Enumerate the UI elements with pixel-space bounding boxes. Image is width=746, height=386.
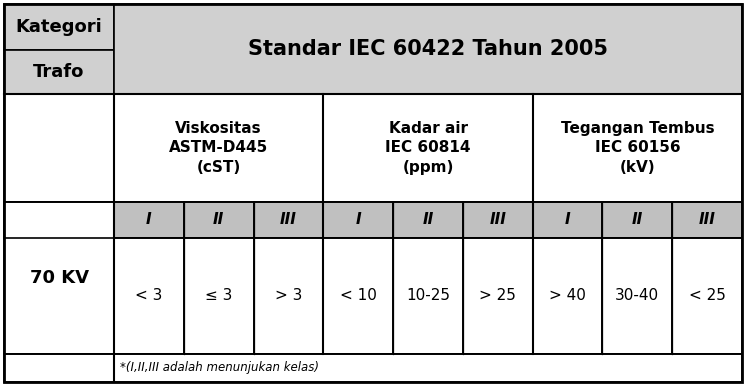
Bar xyxy=(603,238,672,354)
Bar xyxy=(323,94,533,202)
Text: II: II xyxy=(632,213,643,227)
Bar xyxy=(254,238,323,354)
Bar xyxy=(4,202,114,354)
Text: ≤ 3: ≤ 3 xyxy=(205,288,232,303)
Bar xyxy=(533,94,742,202)
Bar xyxy=(323,202,393,238)
Text: > 3: > 3 xyxy=(275,288,302,303)
Bar xyxy=(672,238,742,354)
Text: Standar IEC 60422 Tahun 2005: Standar IEC 60422 Tahun 2005 xyxy=(248,39,608,59)
Bar xyxy=(393,202,463,238)
Bar xyxy=(114,94,323,202)
Bar xyxy=(114,202,184,238)
Text: > 40: > 40 xyxy=(549,288,586,303)
Bar xyxy=(4,202,114,238)
Bar xyxy=(603,202,672,238)
Bar xyxy=(463,202,533,238)
Bar xyxy=(254,202,323,238)
Bar xyxy=(114,354,742,382)
Text: Tegangan Tembus
IEC 60156
(kV): Tegangan Tembus IEC 60156 (kV) xyxy=(560,121,714,175)
Text: *(I,II,III adalah menunjukan kelas): *(I,II,III adalah menunjukan kelas) xyxy=(120,362,319,374)
Text: I: I xyxy=(355,213,361,227)
Bar xyxy=(323,238,393,354)
Bar xyxy=(4,354,114,382)
Text: < 25: < 25 xyxy=(689,288,726,303)
Bar xyxy=(463,238,533,354)
Bar xyxy=(393,238,463,354)
Text: 70 KV: 70 KV xyxy=(30,269,89,287)
Text: < 10: < 10 xyxy=(339,288,377,303)
Text: 30-40: 30-40 xyxy=(615,288,659,303)
Text: Trafo: Trafo xyxy=(34,63,85,81)
Bar xyxy=(672,202,742,238)
Bar xyxy=(114,4,742,94)
Text: III: III xyxy=(280,213,297,227)
Text: > 25: > 25 xyxy=(480,288,516,303)
Bar xyxy=(533,238,603,354)
Text: I: I xyxy=(146,213,151,227)
Text: II: II xyxy=(213,213,225,227)
Bar xyxy=(184,238,254,354)
Text: III: III xyxy=(489,213,507,227)
Text: III: III xyxy=(699,213,715,227)
Bar xyxy=(4,94,114,202)
Text: II: II xyxy=(422,213,433,227)
Text: < 3: < 3 xyxy=(135,288,163,303)
Bar xyxy=(184,202,254,238)
Text: Viskositas
ASTM-D445
(cST): Viskositas ASTM-D445 (cST) xyxy=(169,121,269,175)
Text: 10-25: 10-25 xyxy=(406,288,450,303)
Text: Kategori: Kategori xyxy=(16,18,102,36)
Bar xyxy=(533,202,603,238)
Text: Kadar air
IEC 60814
(ppm): Kadar air IEC 60814 (ppm) xyxy=(385,121,471,175)
Bar xyxy=(4,4,114,50)
Bar xyxy=(114,238,184,354)
Bar xyxy=(4,50,114,94)
Text: I: I xyxy=(565,213,571,227)
